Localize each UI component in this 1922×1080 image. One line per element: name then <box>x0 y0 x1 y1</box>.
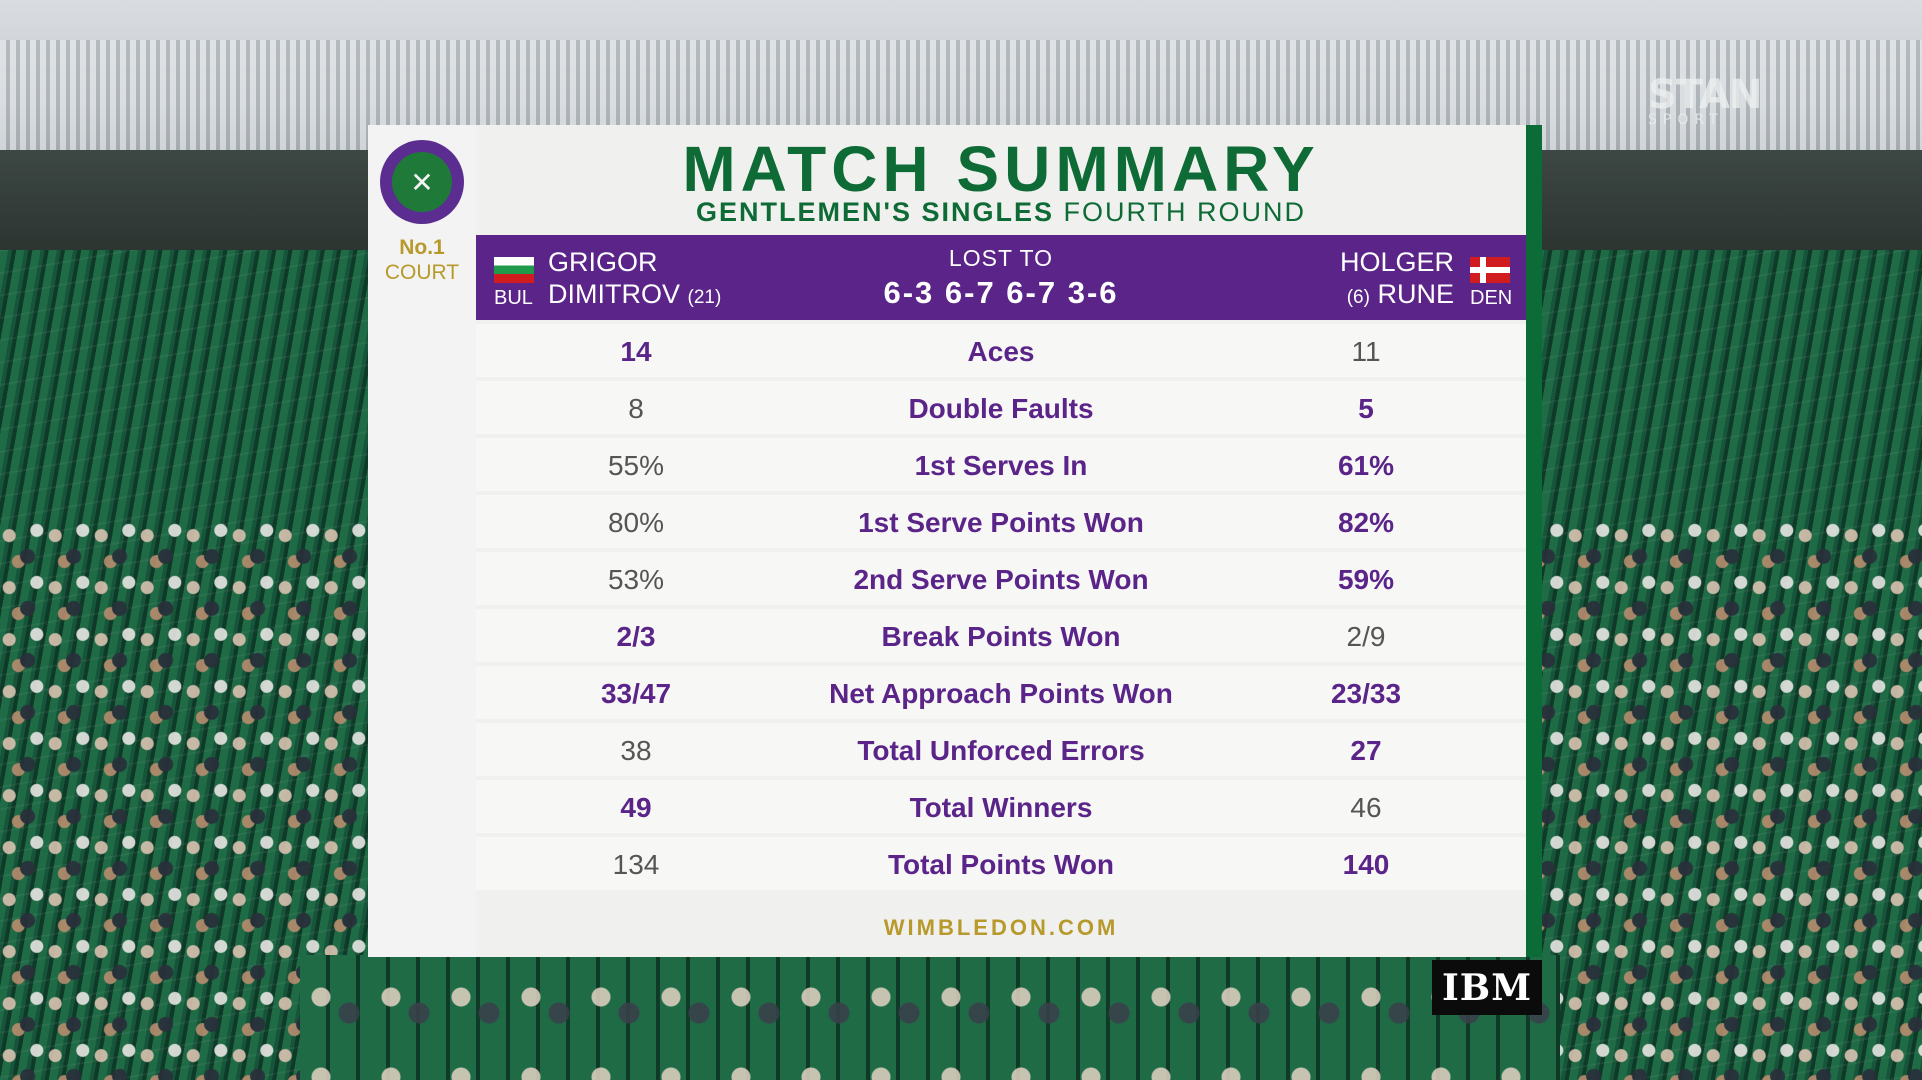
match-result: LOST TO <box>948 245 1054 271</box>
stat-player1-value: 33/47 <box>600 678 672 709</box>
crowd-bottom <box>300 965 1560 1080</box>
stat-row: 33/47 Net Approach Points Won 23/33 <box>476 666 1526 719</box>
stats-table: 14 Aces 11 8 Double Faults 5 55% 1st Ser… <box>476 324 1526 894</box>
stat-label: Total Points Won <box>887 849 1115 880</box>
player2-first-name: HOLGER <box>1339 247 1454 277</box>
event-subtitle: GENTLEMEN'S SINGLES FOURTH ROUND <box>476 197 1526 228</box>
stat-label: 2nd Serve Points Won <box>853 564 1149 595</box>
stat-row: 8 Double Faults 5 <box>476 381 1526 434</box>
stat-row: 2/3 Break Points Won 2/9 <box>476 609 1526 662</box>
stat-row: 38 Total Unforced Errors 27 <box>476 723 1526 776</box>
stat-label: Aces <box>967 336 1035 367</box>
stat-player1-value: 55% <box>607 450 665 481</box>
stat-player1-value: 14 <box>620 336 652 367</box>
stat-row: 55% 1st Serves In 61% <box>476 438 1526 491</box>
stat-label: Net Approach Points Won <box>829 678 1173 709</box>
panel-accent-edge <box>1526 125 1542 957</box>
event-name: GENTLEMEN'S SINGLES <box>696 197 1054 227</box>
stat-label: 1st Serves In <box>914 450 1088 481</box>
stat-player2-value: 61% <box>1337 450 1395 481</box>
stat-row: 14 Aces 11 <box>476 324 1526 377</box>
stat-label: Double Faults <box>908 393 1094 424</box>
stat-player2-value: 140 <box>1342 849 1390 880</box>
stat-label: Break Points Won <box>881 621 1121 652</box>
player1-first-name: GRIGOR <box>548 247 658 277</box>
stat-player2-value: 46 <box>1350 792 1382 823</box>
stat-label: Total Unforced Errors <box>857 735 1145 766</box>
player1-last-line: DIMITROV (21) <box>548 279 721 310</box>
court-label: No.1 COURT <box>368 235 476 285</box>
stat-player1-value: 2/3 <box>616 621 656 652</box>
crowd-right <box>1520 520 1922 1080</box>
wimbledon-logo-icon: ✕ <box>380 140 464 224</box>
match-score: 6-3 6-7 6-7 3-6 <box>883 275 1119 310</box>
court-word: COURT <box>384 261 460 284</box>
player2-last-line: (6) RUNE <box>1347 279 1454 310</box>
website-link[interactable]: WIMBLEDON.COM <box>883 915 1119 940</box>
broadcaster-name: STAN <box>1648 72 1762 118</box>
stat-player2-value: 82% <box>1337 507 1395 538</box>
stat-player2-value: 23/33 <box>1330 678 1402 709</box>
logo-strip <box>368 125 476 957</box>
stat-row: 80% 1st Serve Points Won 82% <box>476 495 1526 548</box>
player1-last-name: DIMITROV <box>548 279 680 309</box>
stat-label: Total Winners <box>909 792 1093 823</box>
page-title: MATCH SUMMARY <box>682 133 1320 205</box>
stat-row: 53% 2nd Serve Points Won 59% <box>476 552 1526 605</box>
broadcaster-subname: SPORT <box>1648 112 1724 128</box>
stat-player1-value: 49 <box>620 792 652 823</box>
court-number: No.1 <box>399 236 445 259</box>
stat-player1-value: 134 <box>612 849 660 880</box>
bulgaria-flag-icon <box>494 257 534 283</box>
stat-player2-value: 5 <box>1358 393 1374 424</box>
stat-player2-value: 59% <box>1337 564 1395 595</box>
player1-country: BUL <box>494 287 533 309</box>
stat-player1-value: 53% <box>607 564 665 595</box>
crossed-rackets-icon: ✕ <box>392 152 452 212</box>
stat-row: 49 Total Winners 46 <box>476 780 1526 833</box>
broadcaster-watermark: STAN SPORT <box>1648 72 1762 128</box>
stat-player1-value: 8 <box>628 393 644 424</box>
event-round: FOURTH ROUND <box>1063 197 1306 227</box>
player2-country: DEN <box>1470 287 1513 309</box>
stat-player2-value: 27 <box>1350 735 1382 766</box>
player2-last-name: RUNE <box>1377 279 1454 309</box>
player1-seed: (21) <box>687 287 722 308</box>
player2-seed: (6) <box>1346 287 1370 308</box>
stat-row: 134 Total Points Won 140 <box>476 837 1526 890</box>
stat-label: 1st Serve Points Won <box>858 507 1144 538</box>
stat-player2-value: 2/9 <box>1346 621 1386 652</box>
sponsor-logo: IBM <box>1432 960 1542 1015</box>
denmark-flag-icon <box>1470 257 1510 283</box>
stat-player1-value: 38 <box>620 735 652 766</box>
stat-player1-value: 80% <box>607 507 665 538</box>
players-header: BUL GRIGOR DIMITROV (21) LOST TO 6-3 6-7… <box>476 235 1526 320</box>
stat-player2-value: 11 <box>1351 336 1381 367</box>
